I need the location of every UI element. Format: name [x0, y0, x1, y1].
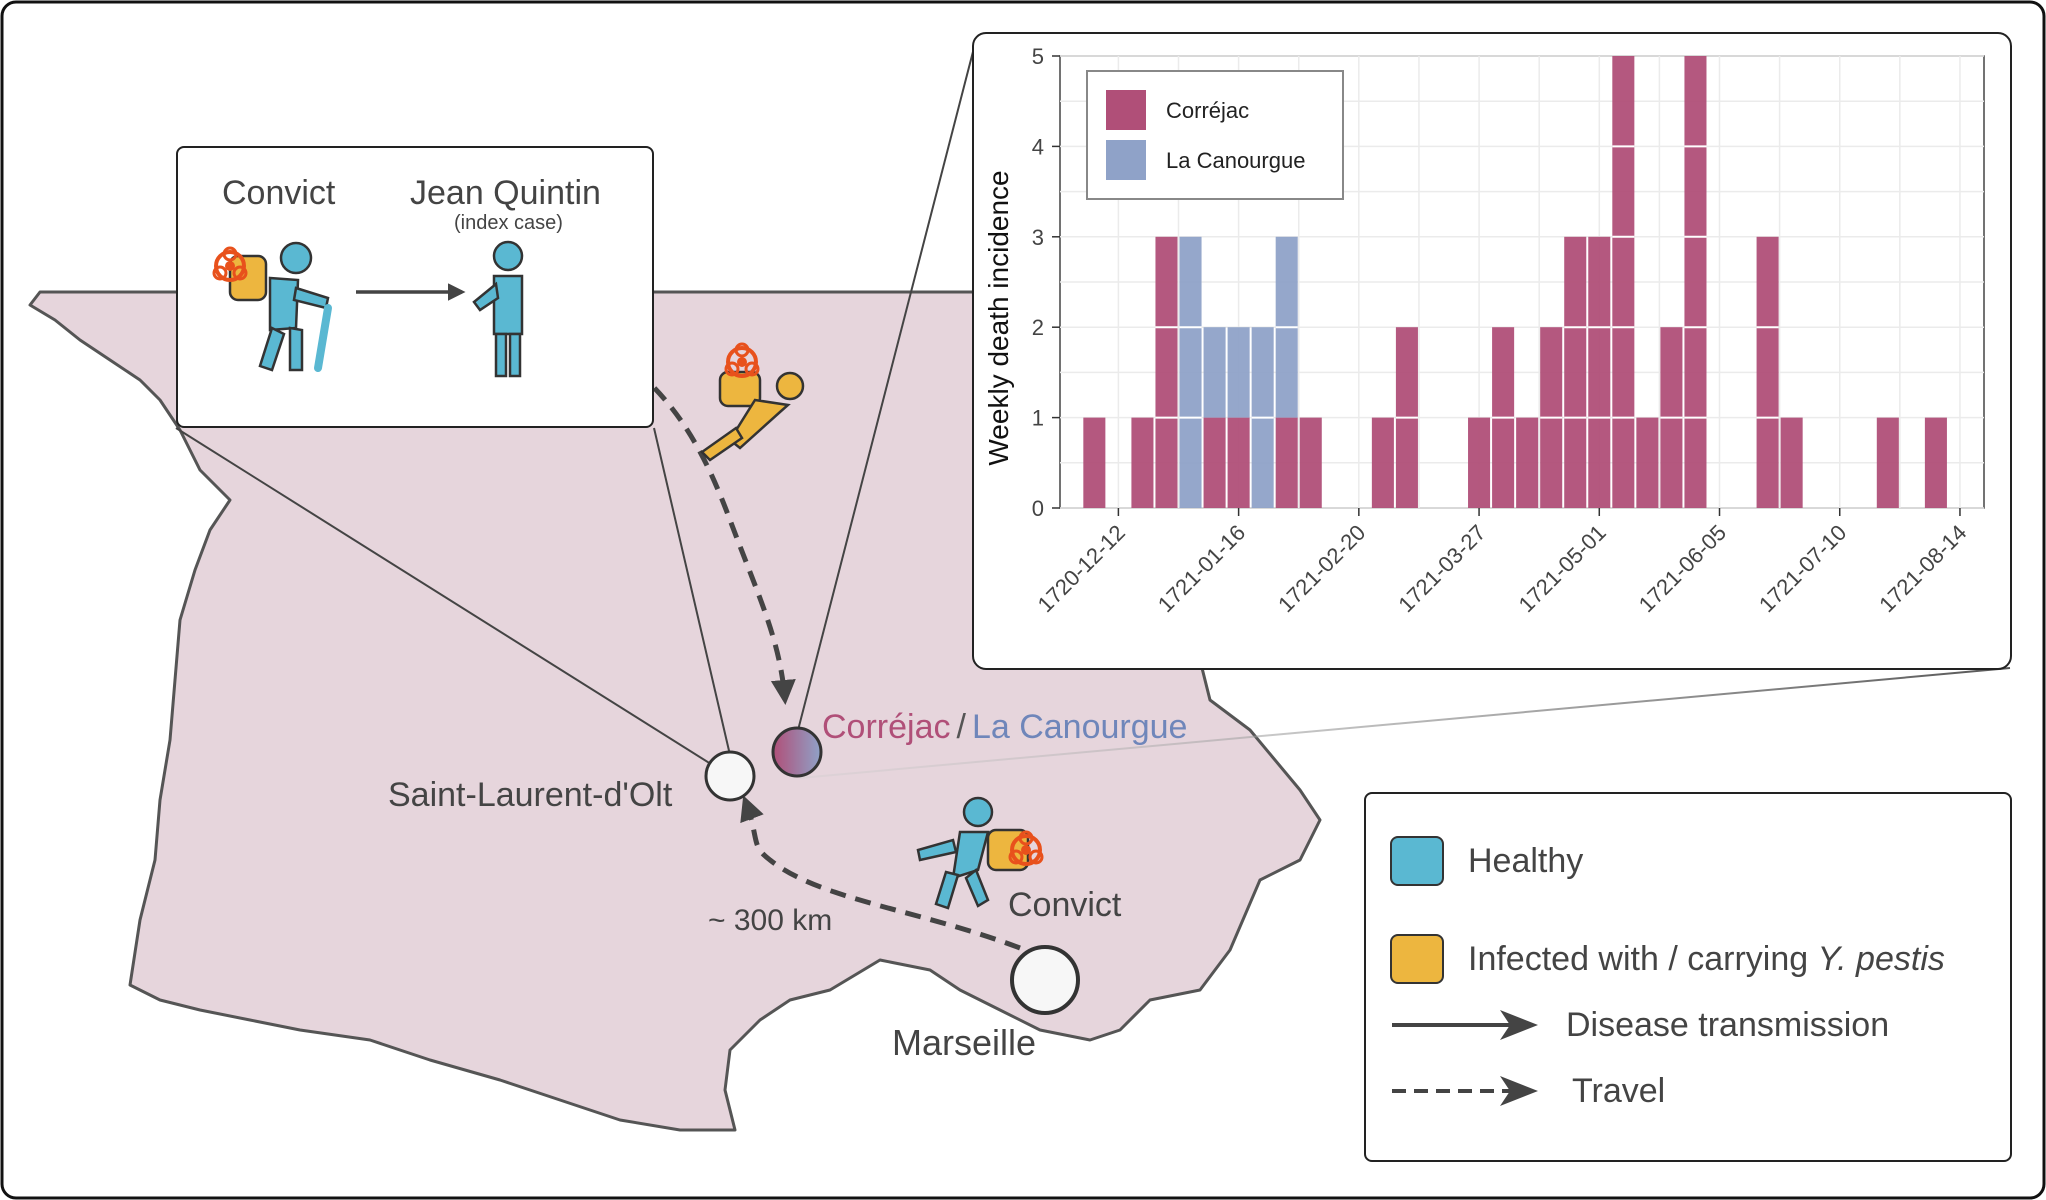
x-tick-label: 1721-01-16	[1153, 520, 1250, 617]
bar-correjac	[1155, 236, 1178, 509]
biohazard-icon	[1008, 830, 1044, 866]
x-tick-label: 1721-08-14	[1874, 520, 1971, 617]
inset-drawing	[212, 240, 524, 378]
place-label-group: Corréjac / La Canourgue	[822, 708, 1187, 747]
biohazard-icon	[724, 342, 760, 378]
legend-dashed-arrow	[1392, 1076, 1538, 1106]
chart-ylabel: Weekly death incidence	[983, 170, 1014, 465]
legend-healthy: Healthy	[1468, 842, 1584, 880]
y-tick-label: 4	[1032, 134, 1044, 159]
bar-correjac	[1299, 417, 1322, 508]
chart-bars	[1083, 56, 1947, 509]
legend-correjac: Corréjac	[1166, 98, 1250, 123]
y-tick-label: 2	[1032, 315, 1044, 340]
legend-swatch-la-canourgue	[1106, 140, 1146, 180]
map-convict-label: Convict	[1008, 886, 1122, 924]
convict-walking-icon	[212, 241, 332, 372]
x-tick-label: 1720-12-12	[1033, 520, 1130, 617]
place-marseille: Marseille	[892, 1022, 1037, 1063]
bar-correjac	[1083, 417, 1106, 508]
legend-infected: Infected with / carrying Y. pestis	[1468, 940, 1945, 979]
legend-swatch-healthy	[1390, 836, 1444, 886]
legend-infected-prefix: Infected with / carrying	[1468, 940, 1818, 978]
place-saint-laurent: Saint-Laurent-d'Olt	[388, 776, 673, 814]
jean-quintin-icon	[472, 240, 524, 378]
legend-swatch-infected	[1390, 934, 1444, 984]
bar-correjac	[1876, 417, 1899, 508]
bar-la-canourgue	[1227, 327, 1250, 418]
y-tick-label: 3	[1032, 225, 1044, 250]
bar-correjac	[1275, 417, 1298, 508]
chart-legend: Corréjac La Canourgue	[1086, 70, 1344, 200]
bar-correjac	[1684, 56, 1707, 508]
place-la-canourgue: La Canourgue	[971, 708, 1188, 746]
biohazard-icon	[212, 246, 248, 282]
bar-correjac	[1227, 417, 1250, 508]
town-correjac-la-canourgue	[771, 726, 823, 778]
bar-correjac	[1780, 417, 1803, 508]
legend-disease-transmission: Disease transmission	[1566, 1006, 1890, 1044]
legend-swatch-correjac	[1106, 90, 1146, 130]
infected-person-lying-icon	[700, 342, 805, 462]
bar-correjac	[1468, 417, 1491, 508]
convict-running-icon	[916, 796, 1044, 910]
transmission-inset: Convict Jean Quintin (index case)	[176, 146, 654, 428]
place-correjac: Corréjac	[822, 708, 951, 746]
bar-correjac	[1516, 417, 1539, 508]
bar-correjac	[1756, 236, 1779, 509]
inset-connector-right	[653, 427, 731, 756]
x-tick-label: 1721-07-10	[1754, 520, 1851, 617]
bar-correjac	[1131, 417, 1154, 508]
bar-correjac	[1612, 56, 1635, 508]
place-separator: /	[956, 708, 966, 746]
y-tick-label: 0	[1032, 496, 1044, 521]
y-tick-label: 1	[1032, 406, 1044, 431]
bar-correjac	[1924, 417, 1947, 508]
y-tick-label: 5	[1032, 44, 1044, 69]
x-tick-label: 1721-05-01	[1514, 520, 1611, 617]
x-tick-label: 1721-03-27	[1393, 520, 1490, 617]
main-legend: Healthy Infected with / carrying Y. pest…	[1364, 792, 2012, 1162]
legend-solid-arrow	[1392, 1010, 1538, 1040]
inset-index-case-note: (index case)	[454, 212, 563, 234]
legend-travel: Travel	[1572, 1072, 1666, 1110]
town-marseille	[1010, 945, 1080, 1015]
travel-arrow-to-saint-laurent	[740, 795, 1021, 951]
inset-connector-left	[175, 427, 731, 777]
bar-la-canourgue	[1203, 327, 1226, 418]
x-tick-label: 1721-06-05	[1634, 520, 1731, 617]
bar-la-canourgue	[1179, 236, 1202, 509]
bar-correjac	[1203, 417, 1226, 508]
death-incidence-chart-panel: 0 1 2 3 4 5 1720-12-12 1721-01-16 1721-02-20 1721…	[972, 32, 2012, 670]
inset-index-case-name: Jean Quintin	[410, 174, 601, 212]
town-saint-laurent	[704, 750, 756, 802]
bar-correjac	[1371, 417, 1394, 508]
inset-convict-label: Convict	[222, 174, 336, 212]
bar-correjac	[1636, 417, 1659, 508]
x-tick-label: 1721-02-20	[1273, 520, 1370, 617]
bar-correjac	[1588, 236, 1611, 509]
chart-connector-left	[795, 39, 977, 739]
legend-la-canourgue: La Canourgue	[1166, 148, 1306, 173]
chart-connector-right	[799, 667, 2011, 779]
distance-label: ~ 300 km	[708, 904, 833, 937]
legend-infected-species: Y. pestis	[1817, 940, 1945, 978]
bar-correjac	[1564, 236, 1587, 509]
